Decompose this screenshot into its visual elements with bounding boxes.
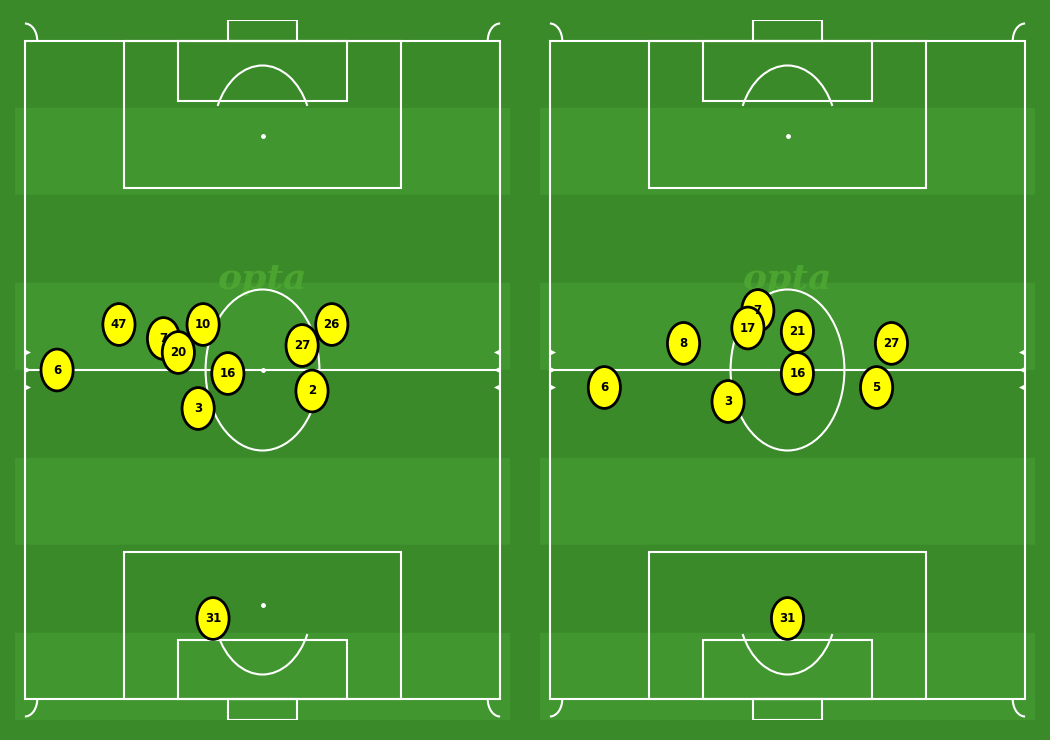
Bar [704,41,871,101]
Bar [540,107,1035,195]
Ellipse shape [781,311,814,352]
Text: 47: 47 [110,318,127,331]
Text: 20: 20 [170,346,187,359]
Bar [15,20,510,107]
Text: 26: 26 [323,318,340,331]
Bar [15,370,510,457]
Ellipse shape [772,598,803,639]
Bar [15,195,510,283]
Ellipse shape [163,332,194,374]
Bar [540,545,1035,633]
Ellipse shape [861,366,892,408]
Text: 7: 7 [160,332,168,345]
Ellipse shape [296,370,328,412]
Ellipse shape [316,303,348,346]
Ellipse shape [147,317,180,360]
Bar [704,639,871,699]
Text: 5: 5 [873,381,881,394]
Bar [15,283,510,370]
Bar [15,545,510,633]
Text: 3: 3 [724,395,732,408]
Bar [15,107,510,195]
Text: 17: 17 [740,321,756,334]
Bar [753,20,822,41]
Ellipse shape [781,352,814,394]
Ellipse shape [286,325,318,366]
Ellipse shape [212,352,244,394]
Text: 27: 27 [294,339,310,352]
Ellipse shape [182,388,214,429]
Bar [649,552,926,699]
Bar [540,20,1035,107]
Text: 16: 16 [790,367,805,380]
Text: 10: 10 [195,318,211,331]
Bar [124,41,401,188]
Text: 31: 31 [205,612,222,625]
Bar [540,195,1035,283]
Text: 16: 16 [219,367,236,380]
Bar [178,41,346,101]
Text: 2: 2 [308,385,316,397]
Bar [228,20,297,41]
Ellipse shape [103,303,135,346]
Bar [649,41,926,188]
Bar [15,633,510,720]
Text: opta: opta [217,262,308,296]
Text: 3: 3 [194,402,203,415]
Text: 6: 6 [52,363,61,377]
Ellipse shape [588,366,621,408]
Text: 6: 6 [601,381,609,394]
Bar [15,457,510,545]
Bar [540,633,1035,720]
Ellipse shape [732,307,764,349]
Ellipse shape [41,349,74,391]
Ellipse shape [741,289,774,332]
Ellipse shape [876,323,907,364]
Bar [753,699,822,720]
Text: 31: 31 [779,612,796,625]
Ellipse shape [187,303,219,346]
Bar [228,699,297,720]
Ellipse shape [197,598,229,639]
Text: 27: 27 [883,337,900,350]
Text: 7: 7 [754,304,762,317]
Bar [124,552,401,699]
Bar [178,639,346,699]
Text: 8: 8 [679,337,688,350]
Ellipse shape [712,380,744,423]
Ellipse shape [668,323,699,364]
Bar [540,370,1035,457]
Bar [540,457,1035,545]
Bar [540,283,1035,370]
Text: opta: opta [742,262,833,296]
Text: 21: 21 [790,325,805,338]
